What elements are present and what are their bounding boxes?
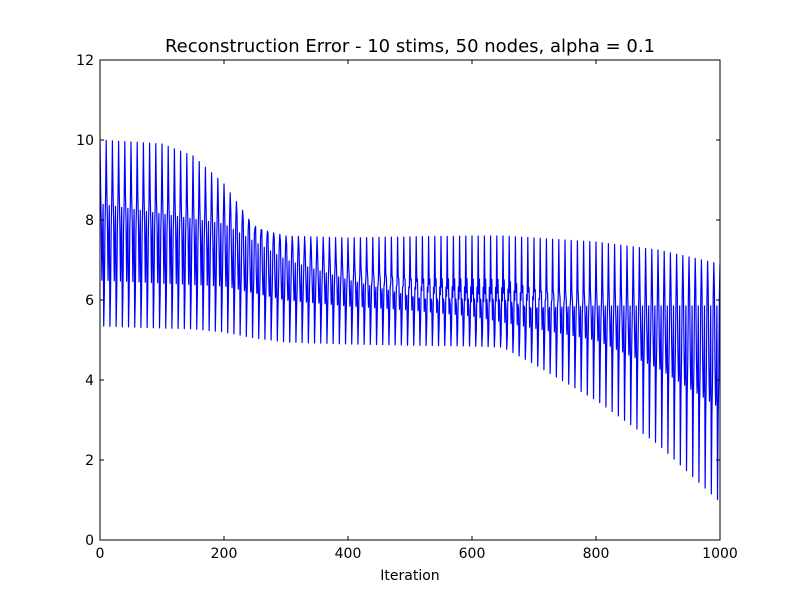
plot-frame bbox=[99, 59, 721, 541]
x-tick-label: 400 bbox=[335, 546, 362, 562]
y-tick-label: 0 bbox=[85, 533, 94, 549]
x-tick-label: 1000 bbox=[702, 546, 738, 562]
y-tick-label: 10 bbox=[76, 133, 94, 149]
y-tick-label: 2 bbox=[85, 453, 94, 469]
y-tick-label: 12 bbox=[76, 53, 94, 69]
y-tick-label: 6 bbox=[85, 293, 94, 309]
series-layer bbox=[100, 139, 720, 501]
x-tick-label: 600 bbox=[459, 546, 486, 562]
x-tick-label: 200 bbox=[211, 546, 238, 562]
x-axis-label: Iteration bbox=[380, 568, 439, 584]
x-tick-label: 800 bbox=[583, 546, 610, 562]
y-tick-label: 8 bbox=[85, 213, 94, 229]
chart-title: Reconstruction Error - 10 stims, 50 node… bbox=[165, 36, 655, 57]
x-tick-label: 0 bbox=[96, 546, 105, 562]
reconstruction-error-line bbox=[100, 139, 720, 501]
y-axis-ticks: 0 2 4 6 8 10 12 bbox=[76, 53, 720, 549]
y-tick-label: 4 bbox=[85, 373, 94, 389]
x-axis-ticks: 0 200 400 600 800 1000 bbox=[96, 60, 738, 562]
